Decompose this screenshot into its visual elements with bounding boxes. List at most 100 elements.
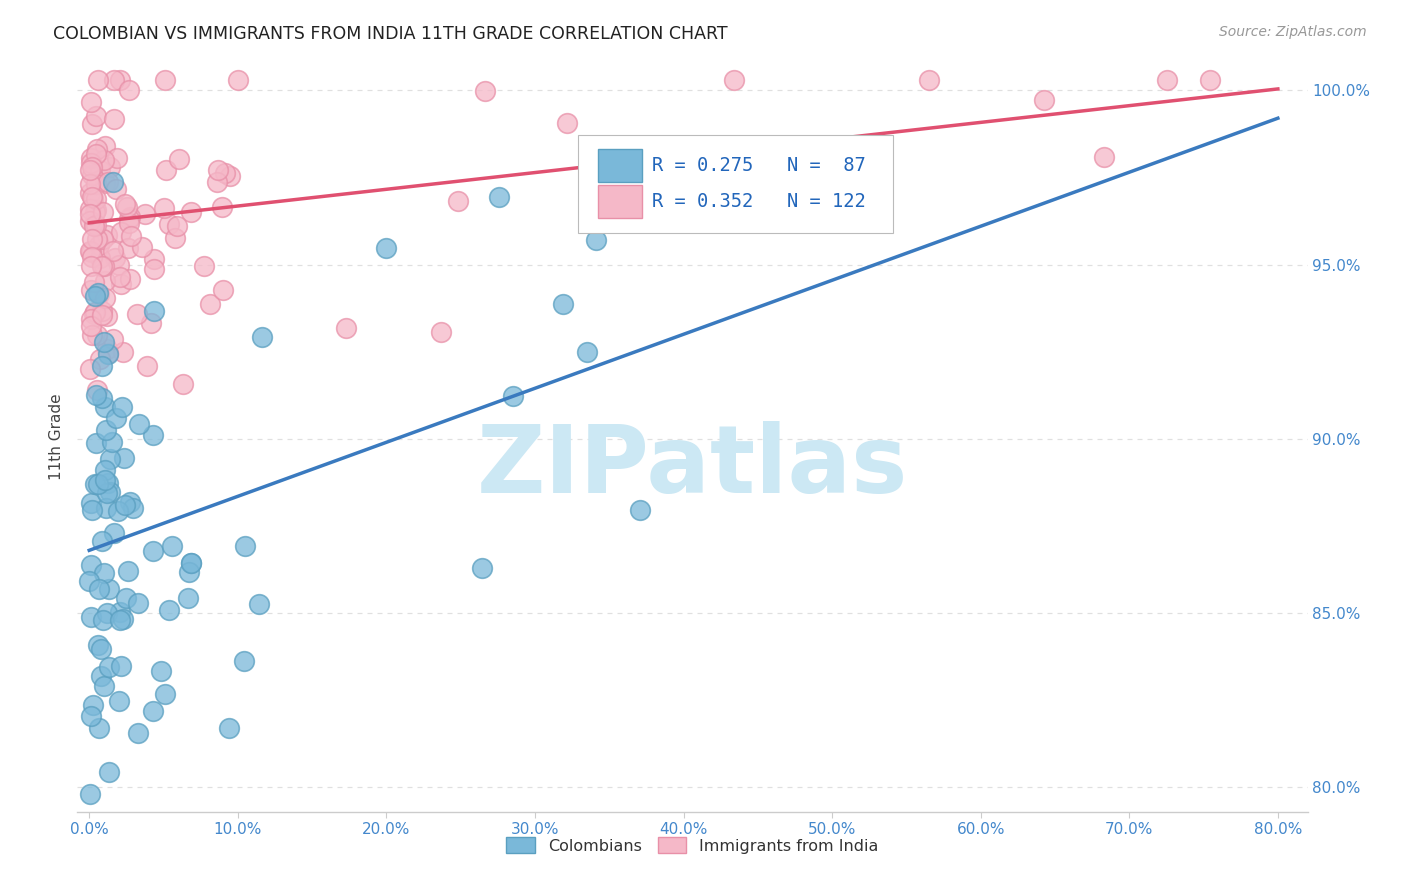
Point <box>824 143 846 157</box>
Point <box>233 539 256 553</box>
Point <box>172 377 194 392</box>
Point <box>93 335 115 350</box>
Point <box>94 291 117 305</box>
Point <box>83 219 105 234</box>
Point <box>80 318 103 333</box>
Point <box>1156 73 1178 87</box>
Point <box>80 283 103 297</box>
Point <box>83 307 105 321</box>
Point <box>86 383 108 397</box>
Point <box>86 328 108 343</box>
Point <box>110 277 132 291</box>
Point <box>82 192 104 206</box>
Point <box>97 476 120 491</box>
Point <box>167 152 190 166</box>
Point <box>101 434 124 449</box>
Point <box>84 177 107 191</box>
Point <box>91 392 114 406</box>
Point <box>80 95 103 109</box>
Point <box>211 283 233 297</box>
Point <box>103 73 125 87</box>
Point <box>90 534 112 549</box>
Point <box>142 304 165 318</box>
Point <box>96 228 118 243</box>
Point <box>93 260 115 274</box>
Point <box>98 660 121 674</box>
Point <box>125 307 148 321</box>
Point <box>127 596 149 610</box>
Point <box>94 176 117 190</box>
Point <box>180 205 202 219</box>
Point <box>157 603 180 617</box>
Point <box>131 240 153 254</box>
Point <box>79 202 101 216</box>
Point <box>84 202 107 217</box>
Point <box>86 142 108 156</box>
Point <box>179 565 201 579</box>
Point <box>79 244 101 259</box>
Point <box>553 297 575 311</box>
Point <box>474 84 496 98</box>
Point <box>207 163 229 178</box>
Point <box>90 359 112 374</box>
Point <box>142 544 165 558</box>
Point <box>94 500 117 515</box>
Point <box>166 219 188 234</box>
Point <box>110 658 132 673</box>
Point <box>105 151 128 165</box>
Point <box>101 244 124 258</box>
Point <box>142 428 165 442</box>
Point <box>100 485 122 500</box>
Point <box>80 610 103 624</box>
Point <box>447 194 470 208</box>
Point <box>82 160 104 174</box>
Point <box>1033 93 1056 107</box>
Point <box>115 200 138 214</box>
Point <box>153 687 176 701</box>
Point <box>94 138 117 153</box>
Point <box>157 217 180 231</box>
Point <box>86 638 108 652</box>
Point <box>98 582 121 597</box>
Point <box>107 694 129 708</box>
Point <box>82 328 104 343</box>
Point <box>93 274 115 288</box>
Point <box>252 330 274 344</box>
Point <box>84 218 107 232</box>
Point <box>117 564 139 578</box>
Point <box>87 287 110 301</box>
Point <box>110 225 132 239</box>
Point <box>198 297 221 311</box>
Point <box>108 613 131 627</box>
Point <box>111 345 134 359</box>
Point <box>84 193 107 207</box>
Point <box>142 252 165 266</box>
Point <box>91 303 114 318</box>
Point <box>136 359 159 373</box>
Point <box>219 169 242 183</box>
Point <box>127 725 149 739</box>
Point <box>233 654 256 668</box>
Point <box>118 212 141 227</box>
Point <box>80 169 103 183</box>
Point <box>86 147 108 161</box>
Point <box>120 229 142 244</box>
Point <box>118 83 141 97</box>
Point <box>84 109 107 123</box>
Point <box>118 495 141 509</box>
Point <box>79 162 101 177</box>
Point <box>134 207 156 221</box>
Point <box>111 400 134 414</box>
Point <box>82 189 104 203</box>
Point <box>94 423 117 437</box>
Point <box>97 345 120 359</box>
Point <box>77 574 100 589</box>
Text: Source: ZipAtlas.com: Source: ZipAtlas.com <box>1219 25 1367 39</box>
Point <box>143 262 166 277</box>
Point <box>180 557 202 571</box>
Point <box>79 214 101 228</box>
Point <box>211 200 233 214</box>
Point <box>96 310 118 324</box>
Point <box>93 679 115 693</box>
Point <box>103 175 125 189</box>
